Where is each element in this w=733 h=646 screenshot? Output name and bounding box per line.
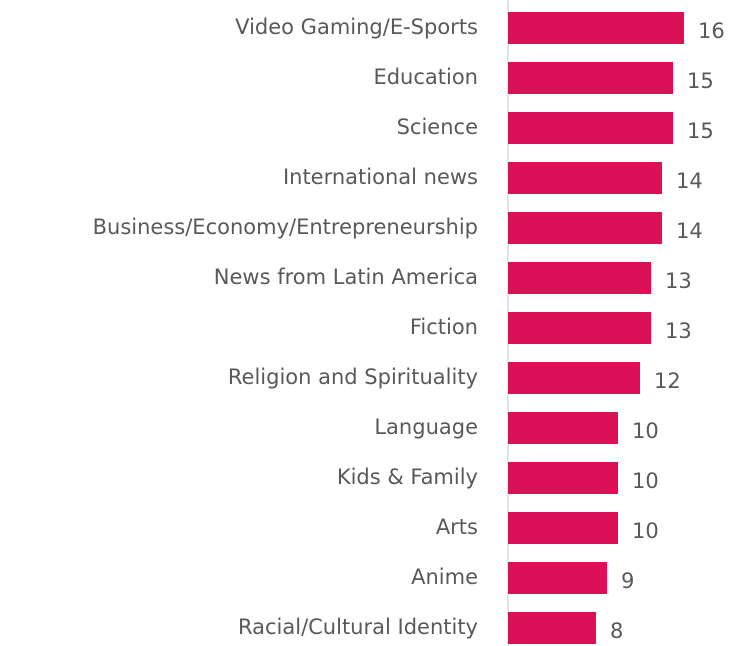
bar	[508, 562, 607, 594]
category-label: Anime	[411, 565, 478, 589]
data-label: 10	[632, 519, 659, 543]
category-label: Racial/Cultural Identity	[238, 615, 478, 639]
bar	[508, 162, 662, 194]
data-label: 8	[610, 619, 623, 643]
bar	[508, 112, 673, 144]
category-label: Video Gaming/E-Sports	[235, 15, 478, 39]
data-label: 15	[687, 69, 714, 93]
bar	[508, 412, 618, 444]
data-label: 14	[676, 169, 703, 193]
data-label: 10	[632, 419, 659, 443]
category-label: Kids & Family	[337, 465, 478, 489]
category-label: Religion and Spirituality	[228, 365, 478, 389]
data-label: 9	[621, 569, 634, 593]
category-label: Science	[397, 115, 478, 139]
data-label: 16	[698, 19, 725, 43]
bar	[508, 262, 651, 294]
category-label: Education	[373, 65, 478, 89]
bar	[508, 12, 684, 44]
data-label: 15	[687, 119, 714, 143]
bar	[508, 462, 618, 494]
data-label: 14	[676, 219, 703, 243]
data-label: 13	[665, 319, 692, 343]
category-label: Language	[374, 415, 478, 439]
category-label: Arts	[436, 515, 478, 539]
bar	[508, 362, 640, 394]
bar	[508, 512, 618, 544]
category-label: Fiction	[410, 315, 478, 339]
bar	[508, 212, 662, 244]
data-label: 13	[665, 269, 692, 293]
bar	[508, 62, 673, 94]
data-label: 12	[654, 369, 681, 393]
category-label: Business/Economy/Entrepreneurship	[93, 215, 478, 239]
bar	[508, 312, 651, 344]
data-label: 10	[632, 469, 659, 493]
category-label: International news	[283, 165, 478, 189]
category-label: News from Latin America	[214, 265, 478, 289]
bar	[508, 612, 596, 644]
